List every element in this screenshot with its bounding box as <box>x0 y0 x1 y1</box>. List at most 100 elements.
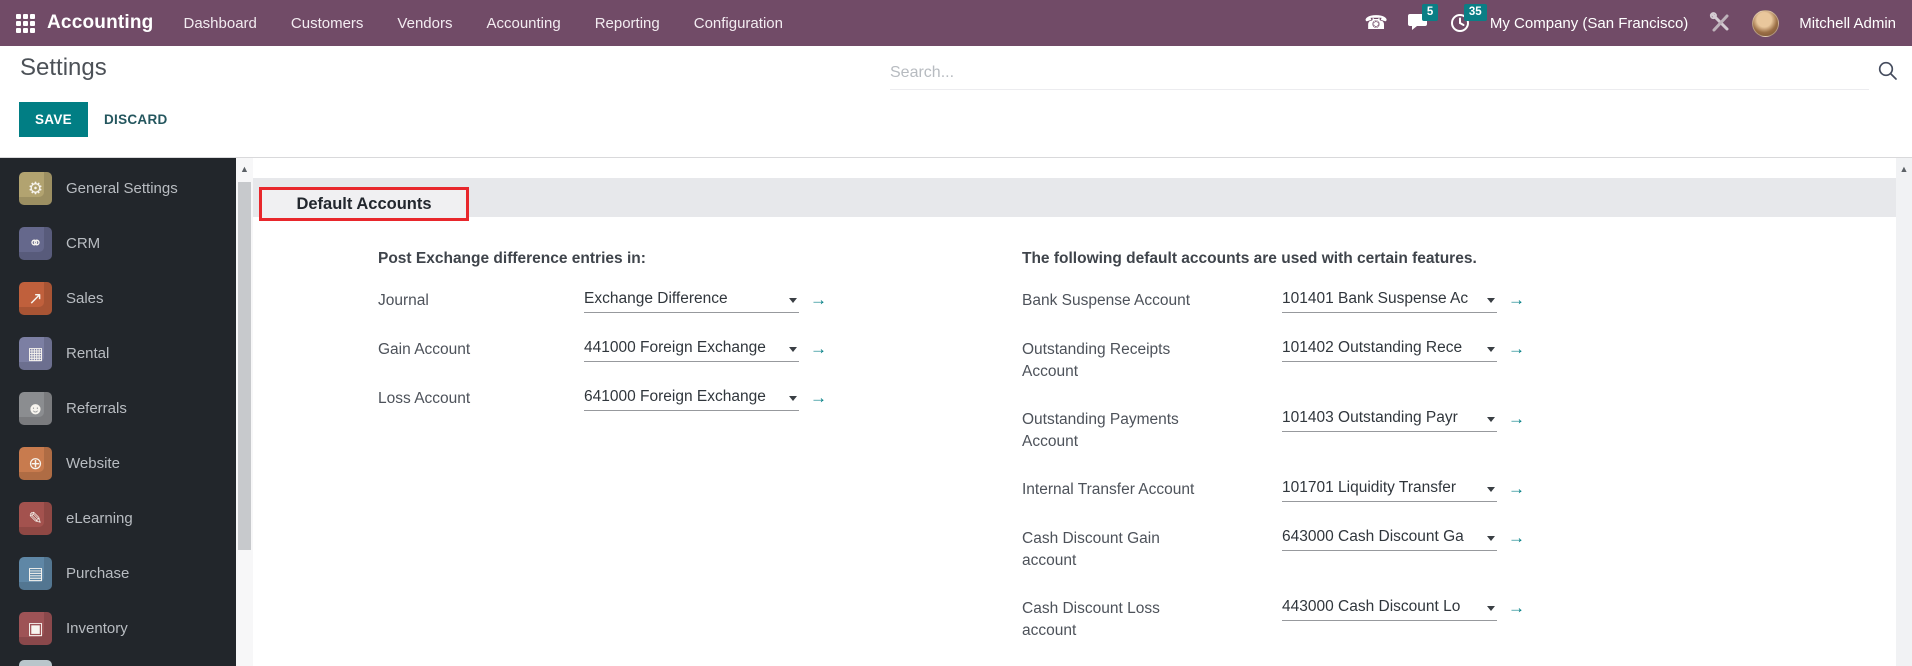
menu-accounting[interactable]: Accounting <box>486 14 561 32</box>
field-label: Outstanding Receipts Account <box>1022 341 1171 380</box>
sidebar-item-rental[interactable]: ▦ Rental <box>0 326 236 381</box>
tools-icon <box>1710 12 1729 32</box>
internal-transfer-account-dropdown[interactable]: 101701 Liquidity Transfer <box>1282 479 1497 502</box>
dropdown-caret-icon <box>789 298 797 303</box>
cash-discount-loss-account-dropdown[interactable]: 443000 Cash Discount Lo <box>1282 598 1497 621</box>
app-name: Accounting <box>47 12 154 33</box>
top-navbar: Accounting Dashboard Customers Vendors A… <box>0 0 1912 46</box>
sidebar-item-general-settings[interactable]: ⚙ General Settings <box>0 161 236 216</box>
outstanding-payments-account-dropdown[interactable]: 101403 Outstanding Payr <box>1282 409 1497 432</box>
sidebar-item-label: Purchase <box>66 565 130 582</box>
journal-dropdown[interactable]: Exchange Difference <box>584 290 799 313</box>
main-menu: Dashboard Customers Vendors Accounting R… <box>184 15 783 32</box>
debug-tools-button[interactable] <box>1708 11 1732 35</box>
messages-button[interactable]: 5 <box>1407 4 1439 33</box>
sales-chart-icon: ↗ <box>19 282 52 315</box>
topbar-systray: ☎ 5 35 My Company (San Francisco) <box>1364 4 1896 37</box>
setting-row-outstanding-payments: Outstanding Payments Account 101403 Outst… <box>1022 409 1562 453</box>
menu-configuration[interactable]: Configuration <box>693 14 783 32</box>
crm-handshake-icon: ⚭ <box>19 227 52 260</box>
setting-row-outstanding-receipts: Outstanding Receipts Account 101402 Outst… <box>1022 339 1562 383</box>
section-header-band <box>253 178 1896 217</box>
menu-customers[interactable]: Customers <box>290 14 364 32</box>
save-button[interactable]: SAVE <box>19 102 88 137</box>
section-title: Default Accounts <box>296 194 432 213</box>
sidebar-item-purchase[interactable]: ▤ Purchase <box>0 546 236 601</box>
activities-count-badge: 35 <box>1463 4 1487 21</box>
referrals-person-icon: ☻ <box>19 392 52 425</box>
dropdown-caret-icon <box>1487 347 1495 352</box>
setting-row-gain-account: Gain Account 441000 Foreign Exchange → <box>378 339 858 362</box>
settings-sidebar: ⚙ General Settings ⚭ CRM ↗ Sales ▦ Renta… <box>0 158 236 666</box>
internal-link-arrow-icon[interactable]: → <box>810 290 827 309</box>
dropdown-caret-icon <box>1487 487 1495 492</box>
setting-row-cash-discount-gain: Cash Discount Gain account 643000 Cash Di… <box>1022 528 1562 572</box>
user-menu[interactable]: Mitchell Admin <box>1799 14 1896 32</box>
company-switcher[interactable]: My Company (San Francisco) <box>1489 14 1689 32</box>
clock-icon <box>1450 14 1469 32</box>
apps-menu-button[interactable]: Accounting <box>16 12 154 34</box>
sidebar-item-label: Inventory <box>66 620 128 637</box>
sidebar-item-label: Sales <box>66 290 104 307</box>
menu-vendors[interactable]: Vendors <box>397 14 453 32</box>
settings-content: Default Accounts Post Exchange differenc… <box>253 158 1896 666</box>
general-settings-gear-icon: ⚙ <box>19 172 52 205</box>
field-label: Loss Account <box>378 390 471 407</box>
column-header: The following default accounts are used … <box>1022 250 1477 267</box>
scrollbar-thumb[interactable] <box>238 182 251 550</box>
column-header: Post Exchange difference entries in: <box>378 250 646 267</box>
sidebar-item-label: General Settings <box>66 180 178 197</box>
sidebar-item-label: Referrals <box>66 400 127 417</box>
sidebar-item-referrals[interactable]: ☻ Referrals <box>0 381 236 436</box>
dropdown-caret-icon <box>1487 417 1495 422</box>
elearning-board-icon: ✎ <box>19 502 52 535</box>
menu-dashboard[interactable]: Dashboard <box>183 14 257 32</box>
sidebar-item-inventory[interactable]: ▣ Inventory <box>0 601 236 656</box>
scroll-up-button[interactable]: ▲ <box>240 164 249 174</box>
internal-link-arrow-icon[interactable]: → <box>1508 598 1525 617</box>
sidebar-item-label: CRM <box>66 235 101 252</box>
setting-row-journal: Journal Exchange Difference → <box>378 290 858 313</box>
cash-discount-gain-account-dropdown[interactable]: 643000 Cash Discount Ga <box>1282 528 1497 551</box>
sidebar-item-sales[interactable]: ↗ Sales <box>0 271 236 326</box>
sidebar-item-partial-icon[interactable] <box>19 660 52 666</box>
page-title: Settings <box>20 54 107 81</box>
gain-account-dropdown[interactable]: 441000 Foreign Exchange <box>584 339 799 362</box>
scroll-up-button[interactable]: ▲ <box>1899 164 1909 174</box>
internal-link-arrow-icon[interactable]: → <box>1508 528 1525 547</box>
activities-button[interactable]: 35 <box>1450 4 1487 33</box>
dropdown-caret-icon <box>1487 298 1495 303</box>
sidebar-item-label: eLearning <box>66 510 133 527</box>
search-input[interactable] <box>890 56 1869 90</box>
content-scrollbar-left[interactable]: ▲ <box>236 158 253 666</box>
setting-row-cash-discount-loss: Cash Discount Loss account 443000 Cash Di… <box>1022 598 1562 642</box>
sidebar-item-crm[interactable]: ⚭ CRM <box>0 216 236 271</box>
content-scrollbar-right[interactable]: ▲ <box>1896 158 1912 666</box>
internal-link-arrow-icon[interactable]: → <box>810 339 827 358</box>
internal-link-arrow-icon[interactable]: → <box>1508 409 1525 428</box>
discard-button[interactable]: DISCARD <box>103 112 168 127</box>
search-bar <box>890 54 1898 92</box>
sidebar-item-website[interactable]: ⊕ Website <box>0 436 236 491</box>
menu-reporting[interactable]: Reporting <box>594 14 660 32</box>
setting-row-bank-suspense: Bank Suspense Account 101401 Bank Suspen… <box>1022 290 1562 313</box>
setting-row-loss-account: Loss Account 641000 Foreign Exchange → <box>378 388 858 411</box>
internal-link-arrow-icon[interactable]: → <box>1508 479 1525 498</box>
sidebar-item-elearning[interactable]: ✎ eLearning <box>0 491 236 546</box>
bank-suspense-account-dropdown[interactable]: 101401 Bank Suspense Ac <box>1282 290 1497 313</box>
outstanding-receipts-account-dropdown[interactable]: 101402 Outstanding Rece <box>1282 339 1497 362</box>
loss-account-dropdown[interactable]: 641000 Foreign Exchange <box>584 388 799 411</box>
dropdown-caret-icon <box>789 396 797 401</box>
voip-phone-button[interactable]: ☎ <box>1364 14 1388 33</box>
user-avatar[interactable] <box>1752 9 1780 37</box>
dropdown-caret-icon <box>1487 536 1495 541</box>
dropdown-caret-icon <box>789 347 797 352</box>
internal-link-arrow-icon[interactable]: → <box>1508 339 1525 358</box>
default-accounts-column: The following default accounts are used … <box>1022 250 1562 642</box>
phone-icon: ☎ <box>1364 12 1388 34</box>
control-panel: Settings SAVE DISCARD <box>0 46 1912 157</box>
search-icon[interactable] <box>1877 60 1898 86</box>
internal-link-arrow-icon[interactable]: → <box>1508 290 1525 309</box>
sidebar-item-label: Rental <box>66 345 110 362</box>
internal-link-arrow-icon[interactable]: → <box>810 388 827 407</box>
